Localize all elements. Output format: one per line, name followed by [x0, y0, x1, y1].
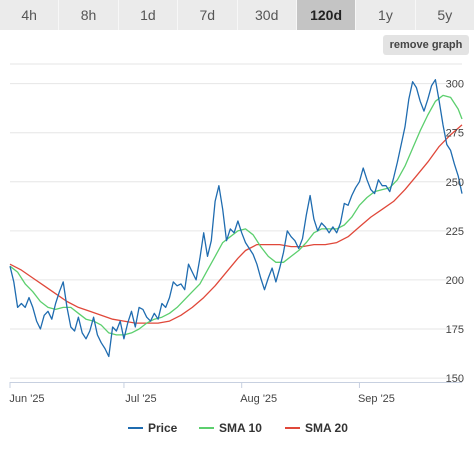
series-line-price: [9, 79, 463, 358]
y-tick-label: 225: [446, 226, 464, 238]
tab-7d[interactable]: 7d: [178, 0, 238, 30]
y-tick-label: 250: [446, 177, 464, 189]
tab-8h[interactable]: 8h: [59, 0, 119, 30]
x-tick-label: Jul '25: [125, 393, 156, 405]
tab-30d[interactable]: 30d: [238, 0, 297, 30]
x-tick-label: Sep '25: [358, 393, 395, 405]
tab-1y[interactable]: 1y: [356, 0, 416, 30]
legend-item-sma-20[interactable]: SMA 20: [305, 421, 348, 435]
y-tick-label: 150: [446, 373, 464, 385]
x-tick-label: Jun '25: [9, 393, 44, 405]
y-tick-label: 175: [446, 324, 464, 336]
y-tick-label: 200: [446, 275, 464, 287]
tab-120d[interactable]: 120d: [296, 0, 357, 30]
y-tick-label: 275: [446, 128, 464, 140]
tab-5y[interactable]: 5y: [437, 7, 453, 23]
timeframe-tabs: 4h 8h 1d 7d 30d 120d 1y 5y: [0, 0, 474, 30]
remove-graph-button[interactable]: remove graph: [383, 35, 469, 55]
series-line-sma-10: [9, 94, 463, 336]
tab-4h[interactable]: 4h: [0, 0, 60, 30]
legend-item-sma-10[interactable]: SMA 10: [219, 421, 262, 435]
tab-1d[interactable]: 1d: [119, 0, 179, 30]
y-tick-label: 300: [446, 79, 464, 91]
x-tick-label: Aug '25: [240, 393, 277, 405]
series-line-sma-20: [9, 124, 463, 324]
legend-item-price[interactable]: Price: [148, 421, 178, 435]
